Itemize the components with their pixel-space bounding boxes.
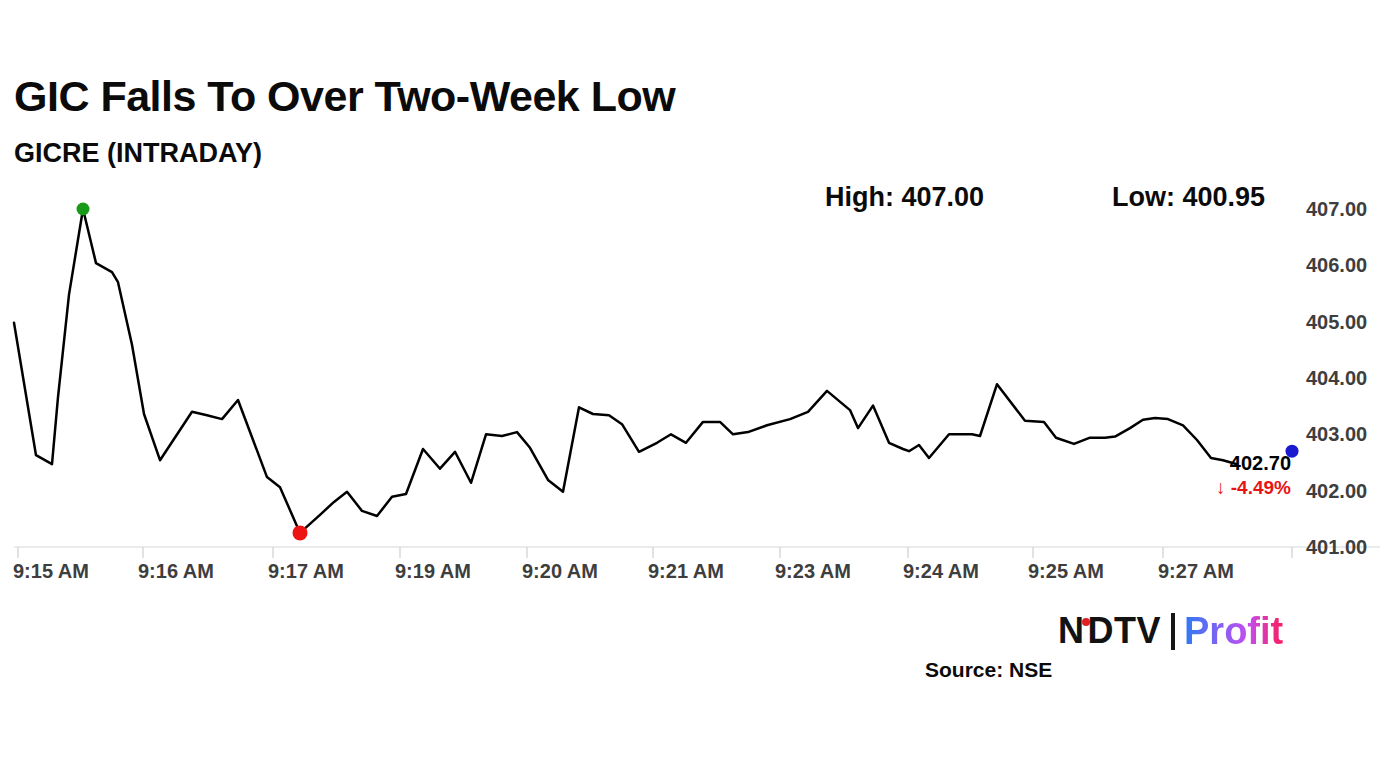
ndtv-letter-n: N [1058,610,1085,651]
y-axis-label: 406.00 [1306,254,1367,276]
x-axis-label: 9:23 AM [775,559,851,583]
news-graphic: GIC Falls To Over Two-Week Low GICRE (IN… [0,0,1382,777]
x-axis-label: 9:16 AM [138,559,214,583]
x-axis-label: 9:19 AM [395,559,471,583]
profit-wordmark: Profit [1184,610,1283,653]
x-axis-label: 9:15 AM [13,559,89,583]
y-axis-label: 405.00 [1306,311,1367,333]
x-axis-label: 9:20 AM [522,559,598,583]
ndtv-profit-logo: NDTV Profit [1058,608,1283,654]
y-axis-label: 404.00 [1306,367,1367,389]
down-arrow-icon: ↓ [1216,477,1226,498]
source-attribution: Source: NSE [925,658,1052,682]
price-line [14,209,1237,533]
ndtv-wordmark: NDTV [1058,610,1161,652]
high-marker [77,203,90,216]
x-axis-label: 9:24 AM [903,559,979,583]
change-percent-value: -4.49% [1231,477,1291,498]
x-axis-label: 9:21 AM [648,559,724,583]
x-axis-label: 9:25 AM [1028,559,1104,583]
y-axis-label: 407.00 [1306,198,1367,220]
y-axis-label: 402.00 [1306,480,1367,502]
x-axis-label: 9:27 AM [1158,559,1234,583]
y-axis-label: 403.00 [1306,423,1367,445]
last-price-label: 402.70 [1230,452,1291,475]
logo-separator [1171,613,1175,650]
y-axis-label: 401.00 [1306,536,1367,558]
x-axis-label: 9:17 AM [268,559,344,583]
ndtv-letters-dtv: DTV [1088,610,1162,651]
intraday-line-chart [0,0,1382,777]
change-percent-label: ↓ -4.49% [1216,477,1291,499]
low-marker [293,525,308,540]
